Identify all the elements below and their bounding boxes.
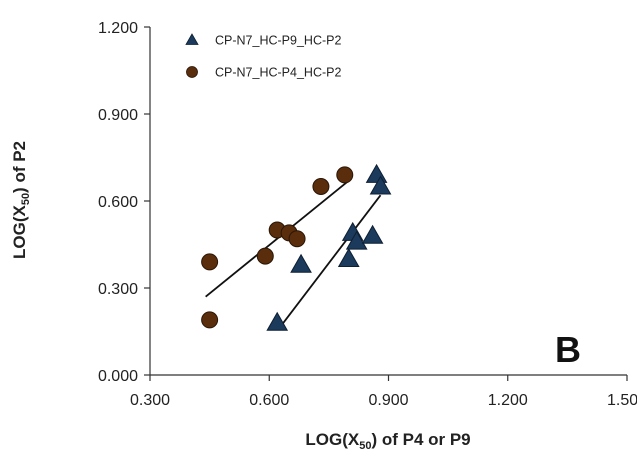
legend-marker-triangle xyxy=(185,33,199,45)
x-tick-label: 1.500 xyxy=(607,392,637,409)
x-tick-label: 1.200 xyxy=(488,392,528,409)
tick-labels: 0.000 0.300 0.600 0.900 1.200 0.300 0.600 0.900… xyxy=(98,20,637,409)
y-tick-label: 1.200 xyxy=(98,20,138,37)
data-point-triangle xyxy=(369,175,392,195)
data-point-triangle xyxy=(361,224,384,244)
panel-label: B xyxy=(555,329,581,370)
x-tick-label: 0.300 xyxy=(130,392,170,409)
legend-label: CP-N7_HC-P4_HC-P2 xyxy=(215,66,341,80)
axes xyxy=(144,26,628,381)
data-point-triangle xyxy=(365,163,388,183)
data-point-circle xyxy=(312,178,330,195)
trendline-series-1 xyxy=(280,194,382,327)
y-tick-label: 0.300 xyxy=(98,281,138,298)
data-point-circle xyxy=(336,166,354,184)
data-point-triangle xyxy=(290,253,312,273)
legend-marker-circle xyxy=(186,66,198,78)
y-axis-title: LOG(X50) of P2 xyxy=(10,141,32,259)
data-point-circle xyxy=(288,230,306,248)
data-point-circle xyxy=(201,311,219,329)
trendline-series-2 xyxy=(205,180,350,298)
data-point-triangle xyxy=(337,247,360,267)
x-tick-label: 0.900 xyxy=(368,392,408,409)
data-point-triangle xyxy=(266,311,289,331)
y-tick-label: 0.600 xyxy=(98,194,138,211)
legend-label: CP-N7_HC-P9_HC-P2 xyxy=(215,34,341,48)
data-point-circle xyxy=(256,247,274,265)
legend: CP-N7_HC-P9_HC-P2 CP-N7_HC-P4_HC-P2 xyxy=(185,33,341,80)
data-point-triangle xyxy=(345,230,368,250)
y-tick-label: 0.000 xyxy=(98,368,138,385)
data-points xyxy=(201,163,392,331)
x-axis-title: LOG(X50) of P4 or P9 xyxy=(305,430,470,452)
x-tick-label: 0.600 xyxy=(249,392,289,409)
y-tick-label: 0.900 xyxy=(98,107,138,124)
trendlines xyxy=(205,180,382,327)
data-point-circle xyxy=(201,253,219,271)
